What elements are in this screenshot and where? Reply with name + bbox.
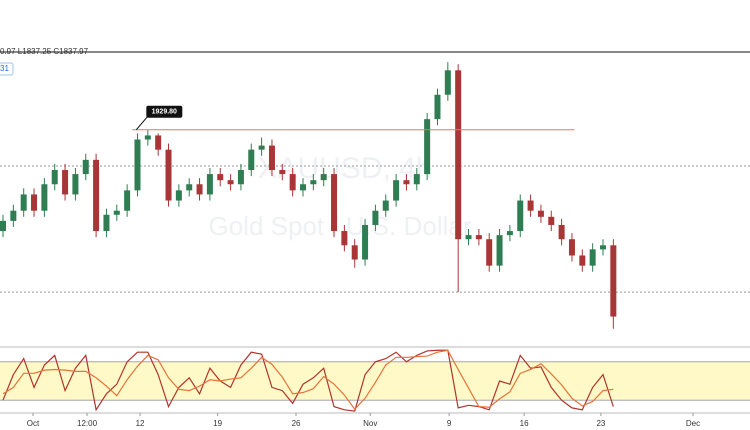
- annotation-label: 1929.80: [152, 109, 177, 116]
- candle-body: [20, 194, 27, 211]
- candle-body: [258, 145, 265, 150]
- candle-body: [144, 135, 151, 140]
- candle-body: [175, 190, 182, 201]
- candle-body: [393, 180, 400, 201]
- candle-body: [444, 70, 451, 95]
- annotation-box: [146, 105, 183, 118]
- candle-body: [548, 216, 555, 225]
- candle-body: [248, 149, 255, 171]
- candle-body: [403, 180, 410, 185]
- candle-body: [103, 214, 110, 232]
- candle-body: [165, 149, 172, 201]
- candle-body: [506, 231, 513, 236]
- candle-body: [72, 174, 79, 195]
- x-tick-label: Nov: [363, 419, 377, 428]
- candle-body: [51, 170, 58, 185]
- candle-body: [558, 224, 565, 240]
- candle-body: [434, 94, 441, 120]
- candle-body: [268, 145, 275, 171]
- candle-body: [527, 200, 534, 211]
- candle-body: [455, 70, 462, 240]
- candle-body: [237, 170, 244, 185]
- x-tick-label: Oct: [27, 419, 40, 428]
- candle-body: [227, 180, 234, 185]
- candle-body: [155, 135, 162, 150]
- candle-body: [320, 174, 327, 181]
- candle-body: [82, 159, 89, 175]
- x-tick-label: 26: [292, 419, 301, 428]
- candle-body: [124, 190, 131, 211]
- x-tick-label: 23: [596, 419, 605, 428]
- candle-body: [331, 174, 338, 232]
- watermark-symbol: XAUUSD, 4h: [257, 152, 432, 185]
- candle-body: [0, 220, 6, 232]
- candle-body: [186, 184, 193, 191]
- candle-body: [196, 184, 203, 195]
- candle-body: [134, 139, 141, 191]
- candle-body: [496, 235, 503, 266]
- stoch-line: [2, 349, 614, 412]
- stoch-band: [0, 361, 750, 401]
- candle-body: [300, 184, 306, 191]
- candle-body: [41, 184, 48, 211]
- annotation-pointer: [135, 115, 149, 131]
- candle-body: [600, 245, 606, 250]
- candle-body: [217, 174, 224, 181]
- candle-body: [465, 235, 472, 240]
- candle-body: [351, 245, 358, 260]
- candle-body: [113, 210, 120, 215]
- candle-body: [289, 174, 296, 191]
- ohlc-legend: 0.97 L1837.25 C1837.97: [0, 47, 89, 56]
- candle-body: [568, 239, 575, 256]
- candle-body: [62, 170, 69, 195]
- candle-body: [579, 255, 586, 266]
- candle-body: [93, 159, 100, 232]
- x-tick-label: 12:00: [77, 419, 98, 428]
- candle-body: [10, 210, 17, 221]
- candle-body: [206, 174, 213, 195]
- candle-body: [413, 174, 420, 185]
- stoch-line: [2, 349, 614, 411]
- candle-body: [310, 180, 317, 185]
- candle-body: [537, 210, 544, 217]
- candle-body: [589, 249, 596, 266]
- candle-body: [31, 194, 38, 211]
- badge-box: [0, 62, 14, 76]
- candle-body: [341, 231, 348, 246]
- candle-body: [610, 245, 617, 317]
- x-tick-label: Dec: [686, 419, 700, 428]
- candle-body: [486, 239, 493, 266]
- candle-body: [279, 170, 286, 175]
- candle-body: [372, 210, 379, 225]
- x-tick-label: 9: [447, 419, 452, 428]
- watermark-description: Gold Spot / U.S. Dollar: [209, 211, 472, 241]
- candle-body: [362, 224, 369, 260]
- candle-body: [382, 200, 389, 211]
- candle-body: [424, 119, 431, 175]
- candle-body: [517, 200, 524, 232]
- candle-body: [475, 235, 482, 240]
- x-tick-label: 12: [136, 419, 145, 428]
- x-tick-label: 19: [213, 419, 222, 428]
- x-tick-label: 16: [520, 419, 529, 428]
- badge: 31: [0, 64, 9, 73]
